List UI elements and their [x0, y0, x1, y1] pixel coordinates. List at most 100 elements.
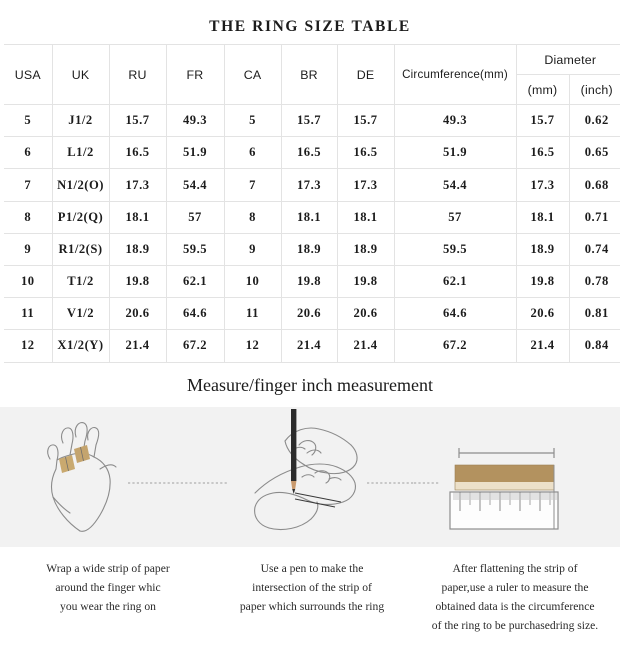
cell-usa: 6 — [4, 136, 53, 170]
step-captions: Wrap a wide strip of paper around the fi… — [0, 546, 620, 651]
column-header-br: BR — [280, 44, 338, 106]
cell-ca: 7 — [223, 168, 282, 202]
table-row: 11 V1/2 20.6 64.6 11 20.6 20.6 64.6 20.6… — [4, 297, 620, 331]
table-row: 9 R1/2(S) 18.9 59.5 9 18.9 18.9 59.5 18.… — [4, 232, 620, 266]
cell-diameter-mm: 16.5 — [515, 136, 570, 170]
step-3-caption: After flattening the strip of paper,use … — [414, 559, 616, 635]
cell-usa: 5 — [4, 104, 53, 138]
cell-ru: 18.1 — [108, 200, 167, 234]
cell-circumference: 49.3 — [393, 104, 517, 138]
cell-ca: 5 — [223, 104, 282, 138]
cell-diameter-mm: 18.9 — [515, 232, 570, 266]
cell-circumference: 62.1 — [393, 264, 517, 299]
column-header-ca: CA — [223, 44, 282, 106]
cell-de: 16.5 — [336, 136, 395, 170]
cell-ca: 11 — [223, 297, 282, 331]
hand-with-pen-icon — [207, 408, 414, 530]
cell-ru: 18.9 — [108, 232, 167, 266]
table-header-row-secondary: (mm) (inch) — [4, 74, 620, 106]
cell-circumference: 57 — [393, 200, 517, 234]
cell-usa: 8 — [4, 200, 53, 234]
cell-diameter-mm: 18.1 — [515, 200, 570, 234]
cell-br: 19.8 — [280, 264, 338, 299]
cell-fr: 64.6 — [165, 297, 225, 331]
paper-strip-shape — [454, 464, 555, 490]
table-row: 10 T1/2 19.8 62.1 10 19.8 19.8 62.1 19.8… — [4, 264, 620, 299]
column-header-fr: FR — [165, 44, 225, 106]
cell-usa: 9 — [4, 232, 53, 266]
cell-diameter-mm: 21.4 — [515, 329, 570, 363]
cell-diameter-mm: 20.6 — [515, 297, 570, 331]
column-header-usa: USA — [4, 44, 53, 106]
cell-uk: L1/2 — [51, 136, 110, 170]
cell-de: 18.1 — [336, 200, 395, 234]
column-header-circumference: Circumference(mm) — [393, 44, 517, 106]
column-header-de: DE — [336, 44, 395, 106]
caption-line: around the finger whic — [55, 580, 161, 594]
cell-uk: T1/2 — [51, 264, 110, 299]
cell-ru: 19.8 — [108, 264, 167, 299]
caption-line: Use a pen to make the — [260, 561, 364, 575]
caption-line: paper which surrounds the ring — [239, 599, 385, 613]
cell-ru: 16.5 — [108, 136, 167, 170]
cell-circumference: 51.9 — [393, 136, 517, 170]
page-title: THE RING SIZE TABLE — [209, 18, 411, 35]
cell-ca: 9 — [223, 232, 282, 266]
step-3-illustration — [414, 407, 620, 547]
measurement-section-title: Measure/finger inch measurement — [187, 374, 433, 395]
cell-usa: 11 — [4, 297, 53, 331]
cell-de: 21.4 — [336, 329, 395, 363]
cell-diameter-inch: 0.74 — [568, 232, 620, 266]
cell-uk: N1/2(O) — [51, 168, 110, 202]
cell-ru: 15.7 — [108, 104, 167, 138]
ring-size-table-container: USA UK RU FR CA BR DE Circumference(mm) … — [0, 44, 620, 363]
cell-diameter-mm: 17.3 — [515, 168, 570, 202]
table-row: 6 L1/2 16.5 51.9 6 16.5 16.5 51.9 16.5 0… — [4, 136, 620, 170]
ring-size-table: USA UK RU FR CA BR DE Circumference(mm) … — [4, 44, 620, 363]
measurement-illustrations — [0, 406, 620, 547]
cell-usa: 12 — [4, 329, 53, 363]
step-2-illustration — [207, 407, 414, 547]
cell-ru: 17.3 — [108, 168, 167, 202]
measurement-arrow — [458, 447, 555, 458]
column-header-diameter-mm: (mm) — [516, 74, 570, 106]
cell-circumference: 64.6 — [393, 297, 517, 331]
caption-line: After flattening the strip of — [452, 561, 578, 575]
cell-fr: 49.3 — [165, 104, 225, 138]
cell-diameter-inch: 0.81 — [568, 297, 620, 331]
cell-diameter-inch: 0.68 — [568, 168, 620, 202]
cell-fr: 67.2 — [165, 329, 225, 363]
cell-uk: X1/2(Y) — [51, 329, 110, 363]
cell-diameter-mm: 19.8 — [515, 264, 570, 299]
table-header-row-primary: USA UK RU FR CA BR DE Circumference(mm) … — [4, 44, 620, 106]
cell-uk: R1/2(S) — [51, 232, 110, 266]
cell-uk: V1/2 — [51, 297, 110, 331]
cell-circumference: 54.4 — [393, 168, 517, 202]
column-header-diameter: Diameter — [515, 44, 620, 76]
cell-uk: J1/2 — [51, 104, 110, 138]
cell-fr: 51.9 — [165, 136, 225, 170]
cell-br: 18.9 — [280, 232, 338, 266]
cell-br: 17.3 — [280, 168, 338, 202]
cell-fr: 59.5 — [165, 232, 225, 266]
column-header-uk: UK — [51, 44, 110, 106]
cell-diameter-inch: 0.62 — [568, 104, 620, 138]
step-1-caption: Wrap a wide strip of paper around the fi… — [8, 559, 208, 616]
ruler-shape — [449, 464, 559, 530]
caption-line: of the ring to be purchasedring size. — [431, 618, 599, 632]
cell-fr: 54.4 — [165, 168, 225, 202]
table-body: 5 J1/2 15.7 49.3 5 15.7 15.7 49.3 15.7 0… — [4, 104, 620, 363]
cell-diameter-inch: 0.84 — [568, 329, 620, 363]
caption-line: Wrap a wide strip of paper — [46, 561, 170, 575]
step-1-illustration — [0, 407, 207, 547]
cell-br: 18.1 — [280, 200, 338, 234]
caption-line: you wear the ring on — [60, 599, 156, 613]
cell-diameter-inch: 0.71 — [568, 200, 620, 234]
cell-br: 16.5 — [280, 136, 338, 170]
cell-ru: 21.4 — [108, 329, 167, 363]
cell-circumference: 59.5 — [393, 232, 517, 266]
cell-ca: 12 — [223, 329, 282, 363]
table-header: USA UK RU FR CA BR DE Circumference(mm) … — [4, 44, 620, 106]
hand-with-paper-strip-icon — [47, 421, 207, 532]
cell-br: 21.4 — [280, 329, 338, 363]
